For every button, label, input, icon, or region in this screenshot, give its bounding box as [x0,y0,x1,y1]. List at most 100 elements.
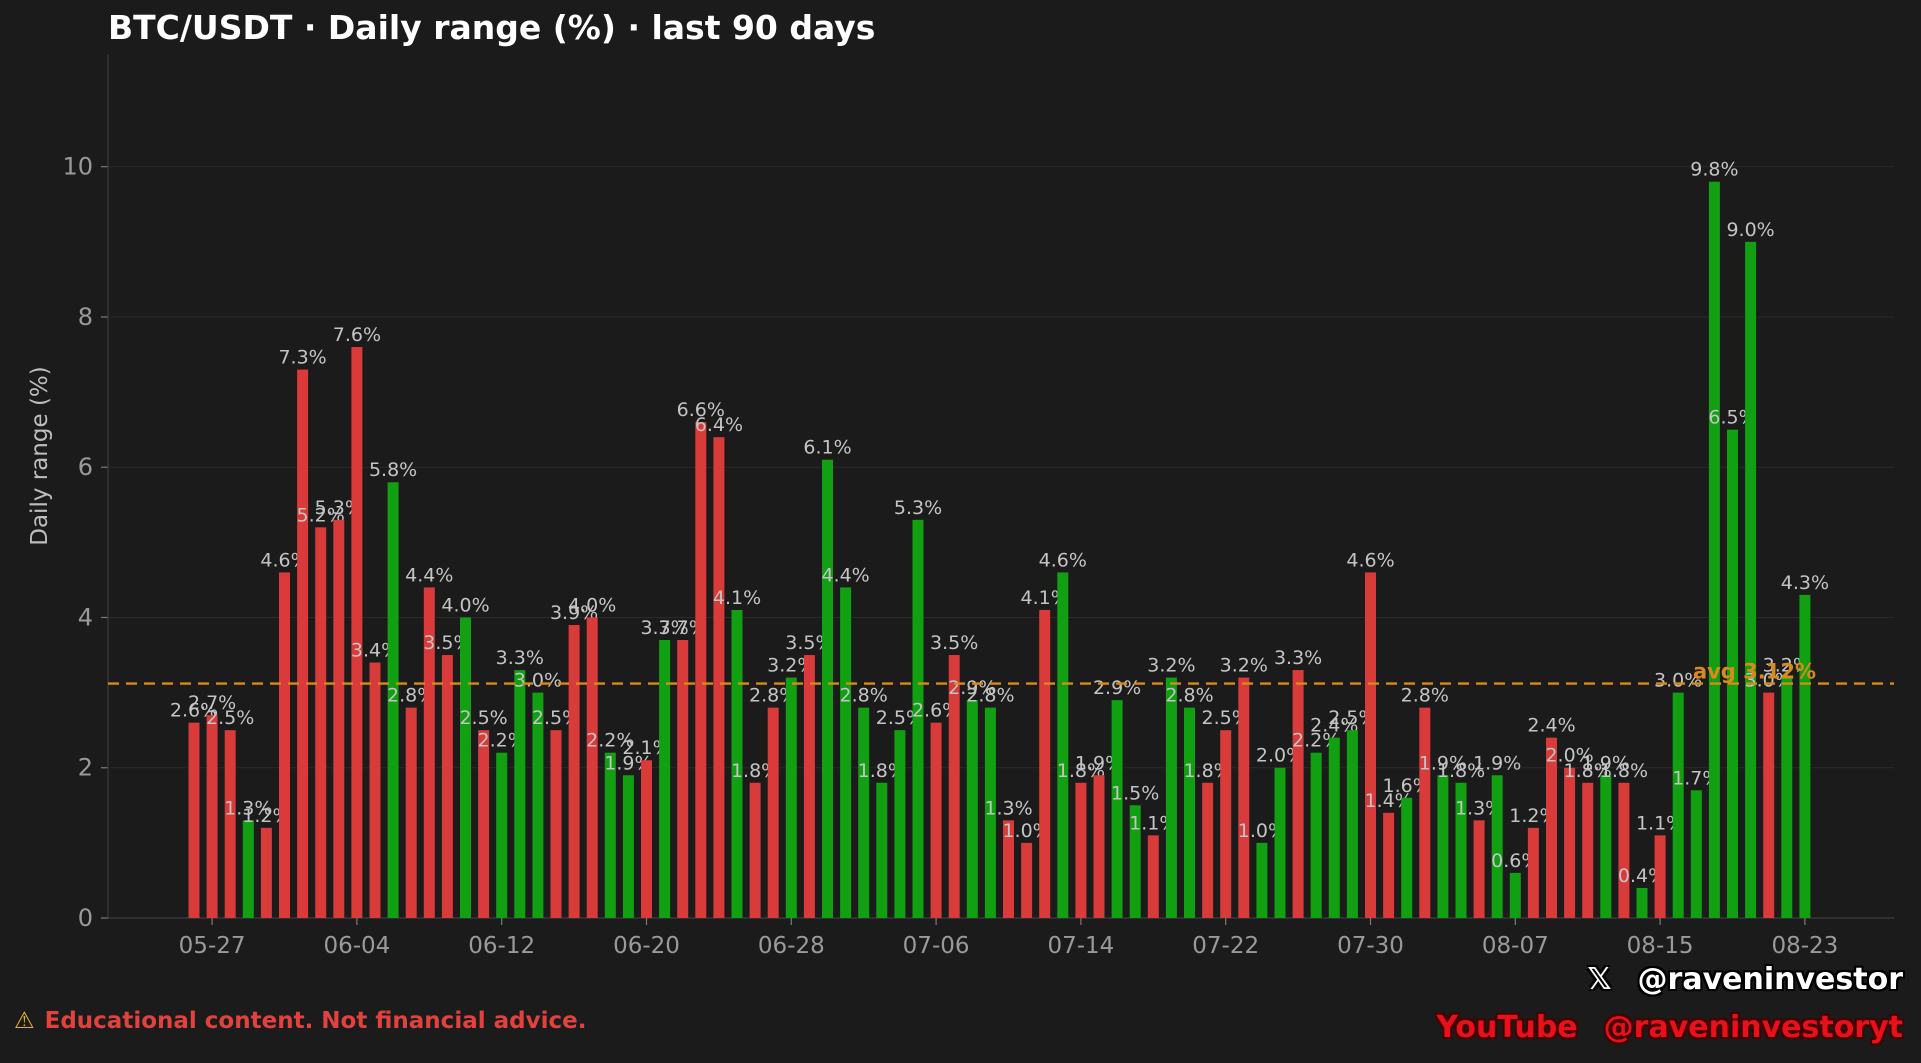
y-tick-label: 2 [78,754,93,782]
bar-down [297,369,309,918]
bar-up [1708,181,1720,918]
bar-data-label: 3.5% [423,632,471,654]
bar-up [622,775,634,918]
y-axis-label: Daily range (%) [27,366,53,546]
bar-data-label: 2.2% [478,730,526,752]
bar-up [1310,752,1322,918]
bar-data-label: 2.9% [1093,677,1141,699]
bar-up [876,782,888,918]
bar-data-label: 4.1% [1021,587,1069,609]
bar-down [767,707,779,918]
bar-data-label: 2.8% [1165,685,1213,707]
bar-down [441,655,453,918]
bar-down [641,760,652,918]
bar-data-label: 9.0% [1726,219,1774,241]
x-tick-label: 05-27 [179,933,246,959]
bar-up [496,752,508,918]
bar-up [1328,737,1340,918]
bar-down [423,587,435,918]
bar-down [586,617,598,918]
y-tick-label: 8 [78,303,93,331]
x-tick-label: 06-04 [323,933,390,959]
bar-up [460,617,471,918]
chart-title: BTC/USDT · Daily range (%) · last 90 day… [108,8,876,47]
bar-data-label: 2.2% [586,730,634,752]
bar-down [930,722,942,918]
bar-up [514,670,526,918]
bar-data-label: 1.2% [1509,805,1557,827]
bar-data-label: 3.3% [496,647,544,669]
bar-data-label: 1.1% [1636,812,1684,834]
bar-data-label: 4.6% [1039,549,1087,571]
bar-down [749,782,761,918]
bar-data-label: 1.1% [1129,812,1177,834]
bar-up [1057,572,1069,918]
bar-down [1473,820,1485,918]
bar-data-label: 1.8% [1437,760,1485,782]
bar-data-label: 3.7% [659,617,707,639]
bar-down [550,730,562,918]
bar-data-label: 1.4% [1364,790,1412,812]
warning-icon: ⚠ [14,1008,35,1034]
bar-data-label: 3.0% [1745,670,1793,692]
bar-data-label: 4.4% [405,564,453,586]
bar-data-label: 1.0% [1238,820,1286,842]
bar-data-label: 6.6% [677,399,725,421]
youtube-label: YouTube [1436,1010,1578,1045]
bar-data-label: 7.3% [278,347,326,369]
x-tick-label: 08-15 [1627,933,1694,959]
bar-data-label: 2.1% [622,737,670,759]
bar-up [1509,872,1521,918]
bar-up [1799,594,1811,918]
bar-data-label: 1.9% [604,752,652,774]
bar-down [1093,775,1105,918]
bar-data-label: 1.9% [1075,752,1123,774]
bar-down [1220,730,1232,918]
bar-up [731,609,743,918]
x-tick-label: 08-07 [1482,933,1549,959]
bar-down [1582,782,1594,918]
bar-data-label: 2.4% [1527,715,1575,737]
bar-data-label: 3.9% [550,602,598,624]
bar-up [1600,775,1612,918]
x-tick-label: 07-06 [903,933,970,959]
bar-down [1546,737,1557,918]
bar-down [1021,842,1033,918]
bar-up [1781,677,1793,918]
bar-data-label: 3.5% [785,632,833,654]
bar-data-label: 2.2% [1292,730,1340,752]
bar-down [1527,827,1539,918]
bar-down [333,519,345,918]
bar-down [948,655,960,918]
bar-data-label: 1.3% [1455,797,1503,819]
bar-down [279,572,290,918]
bar-data-label: 2.5% [532,707,580,729]
bar-up [1455,782,1467,918]
bar-data-label: 5.3% [894,497,942,519]
bar-up [1274,767,1286,918]
bar-down [1564,767,1576,918]
youtube-social-handle: YouTube @raveninvestoryt [1436,1010,1903,1045]
bar-data-label: 2.4% [1310,715,1358,737]
bar-data-label: 0.6% [1491,850,1539,872]
bar-data-label: 6.5% [1708,407,1756,429]
bar-data-label: 3.7% [640,617,688,639]
bar-up [1636,887,1648,918]
bar-up [858,707,870,918]
bar-data-label: 5.3% [315,497,363,519]
bar-down [1292,670,1304,918]
bar-data-label: 3.2% [767,655,815,677]
bar-data-label: 4.3% [1781,572,1829,594]
bar-data-label: 2.8% [749,685,797,707]
bar-up [1346,730,1358,918]
bar-data-label: 2.6% [170,700,218,722]
bar-data-label: 3.0% [1654,670,1702,692]
bar-data-label: 4.0% [568,594,616,616]
bar-data-label: 1.8% [1057,760,1105,782]
bar-down [369,662,381,918]
bar-data-label: 2.8% [1401,685,1449,707]
bar-data-label: 4.1% [713,587,761,609]
bar-up [1437,775,1449,918]
bar-data-label: 1.7% [1672,767,1720,789]
bar-data-label: 2.8% [840,685,888,707]
